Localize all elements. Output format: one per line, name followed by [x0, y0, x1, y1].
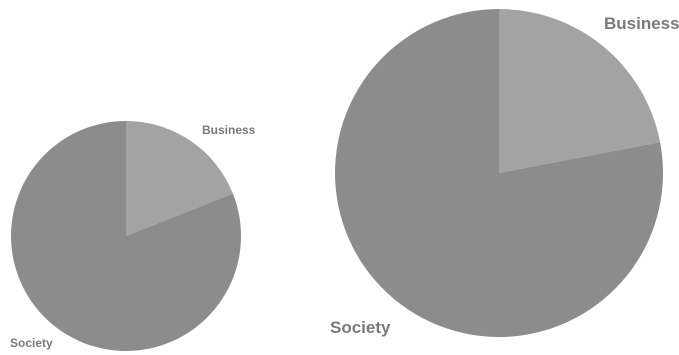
- small-pie-label-society: Society: [10, 336, 53, 350]
- small-pie-slice-business: [126, 121, 233, 236]
- large-pie-label-society: Society: [330, 318, 391, 337]
- large-pie-slice-society: [335, 9, 664, 337]
- large-pie-slice-business: [499, 9, 661, 173]
- small-pie-chart: Business Society: [10, 120, 256, 352]
- small-pie-slice-society: [10, 120, 241, 352]
- large-pie-chart: Business Society: [330, 9, 679, 337]
- large-pie-label-business: Business: [604, 14, 679, 33]
- small-pie-label-business: Business: [202, 123, 256, 137]
